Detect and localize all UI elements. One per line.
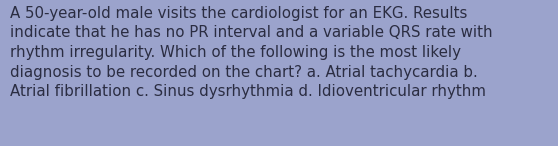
Text: A 50-year-old male visits the cardiologist for an EKG. Results
indicate that he : A 50-year-old male visits the cardiologi… xyxy=(10,6,493,99)
